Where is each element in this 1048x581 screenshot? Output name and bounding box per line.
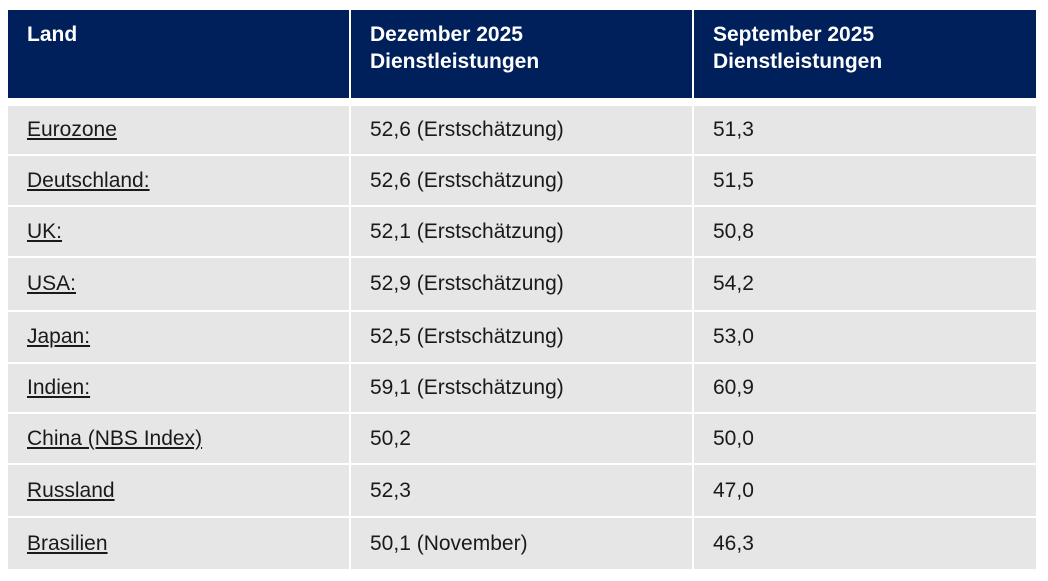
cell-text: 50,1 (November) xyxy=(370,531,528,555)
cell-text: 60,9 xyxy=(713,376,754,399)
table-cell: China (NBS Index) xyxy=(8,414,349,463)
table-cell: 52,1 (Erstschätzung) xyxy=(351,207,692,256)
table-cell: 52,5 (Erstschätzung) xyxy=(351,312,692,362)
table-cell: Brasilien xyxy=(8,518,349,569)
cell-text: 51,3 xyxy=(713,118,754,141)
table-row: Indien: 59,1 (Erstschätzung) 60,9 xyxy=(8,364,1036,412)
table-cell: 60,9 xyxy=(694,364,1036,412)
table-cell: 46,3 xyxy=(694,518,1036,569)
table-row: China (NBS Index) 50,2 50,0 xyxy=(8,414,1036,463)
table: Land Dezember 2025 Dienstleistungen Septemb… xyxy=(8,10,1036,571)
table-row: Brasilien 50,1 (November) 46,3 xyxy=(8,518,1036,569)
cell-text: 50,8 xyxy=(713,219,754,243)
cell-text: 47,0 xyxy=(713,478,754,502)
table-cell: 47,0 xyxy=(694,465,1036,516)
table-cell: 54,2 xyxy=(694,258,1036,310)
country-link[interactable]: UK: xyxy=(27,219,63,243)
table-cell: 52,6 (Erstschätzung) xyxy=(351,106,692,154)
table-cell: 50,0 xyxy=(694,414,1036,463)
cell-text: 51,5 xyxy=(713,168,754,192)
cell-text: 59,1 (Erstschätzung) xyxy=(370,376,564,399)
country-link[interactable]: Indien: xyxy=(27,376,91,399)
header-text: Dienstleistungen xyxy=(713,50,883,73)
table-cell: 52,6 (Erstschätzung) xyxy=(351,156,692,205)
table-row: Russland 52,3 47,0 xyxy=(8,465,1036,516)
header-text: Dezember 2025 xyxy=(370,23,523,46)
table-cell: UK: xyxy=(8,207,349,256)
table-cell: Indien: xyxy=(8,364,349,412)
country-link[interactable]: Eurozone xyxy=(27,118,117,141)
table-cell: Russland xyxy=(8,465,349,516)
cell-text: 53,0 xyxy=(713,325,754,348)
cell-text: 50,2 xyxy=(370,426,411,450)
country-link[interactable]: China (NBS Index) xyxy=(27,426,203,450)
country-link[interactable]: Brasilien xyxy=(27,531,108,555)
country-link[interactable]: Japan: xyxy=(27,325,91,348)
table-cell: USA: xyxy=(8,258,349,310)
table-cell: 52,3 xyxy=(351,465,692,516)
table-row: UK: 52,1 (Erstschätzung) 50,8 xyxy=(8,207,1036,256)
table-cell: 50,1 (November) xyxy=(351,518,692,569)
table-cell: 51,5 xyxy=(694,156,1036,205)
table-cell: 50,2 xyxy=(351,414,692,463)
header-cell: September 2025 Dienstleistungen xyxy=(694,10,1036,98)
table-row: USA: 52,9 (Erstschätzung) 54,2 xyxy=(8,258,1036,310)
header-text: Land xyxy=(27,23,78,46)
table-cell: 51,3 xyxy=(694,106,1036,154)
table-header: Land Dezember 2025 Dienstleistungen Septemb… xyxy=(8,10,1036,98)
table-cell: Eurozone xyxy=(8,106,349,154)
table-cell: Deutschland: xyxy=(8,156,349,205)
cell-text: 52,1 (Erstschätzung) xyxy=(370,219,564,243)
table-row: Japan: 52,5 (Erstschätzung) 53,0 xyxy=(8,312,1036,362)
cell-text: 50,0 xyxy=(713,426,754,450)
table-cell: Japan: xyxy=(8,312,349,362)
country-link[interactable]: USA: xyxy=(27,272,77,295)
cell-text: 52,6 (Erstschätzung) xyxy=(370,168,564,192)
header-text: September 2025 xyxy=(713,23,875,46)
cell-text: 52,5 (Erstschätzung) xyxy=(370,325,564,348)
table-cell: 52,9 (Erstschätzung) xyxy=(351,258,692,310)
cell-text: 52,9 (Erstschätzung) xyxy=(370,272,564,295)
cell-text: 46,3 xyxy=(713,531,754,555)
table-cell: 53,0 xyxy=(694,312,1036,362)
header-cell: Land xyxy=(8,10,349,98)
table-cell: 50,8 xyxy=(694,207,1036,256)
country-link[interactable]: Russland xyxy=(27,478,115,502)
cell-text: 52,3 xyxy=(370,478,411,502)
table-cell: 59,1 (Erstschätzung) xyxy=(351,364,692,412)
table-row: Deutschland: 52,6 (Erstschätzung) 51,5 xyxy=(8,156,1036,205)
cell-text: 54,2 xyxy=(713,272,754,295)
country-link[interactable]: Deutschland: xyxy=(27,168,150,192)
header-text: Dienstleistungen xyxy=(370,50,540,73)
cell-text: 52,6 (Erstschätzung) xyxy=(370,118,564,141)
table-row: Eurozone 52,6 (Erstschätzung) 51,3 xyxy=(8,106,1036,154)
header-cell: Dezember 2025 Dienstleistungen xyxy=(351,10,692,98)
